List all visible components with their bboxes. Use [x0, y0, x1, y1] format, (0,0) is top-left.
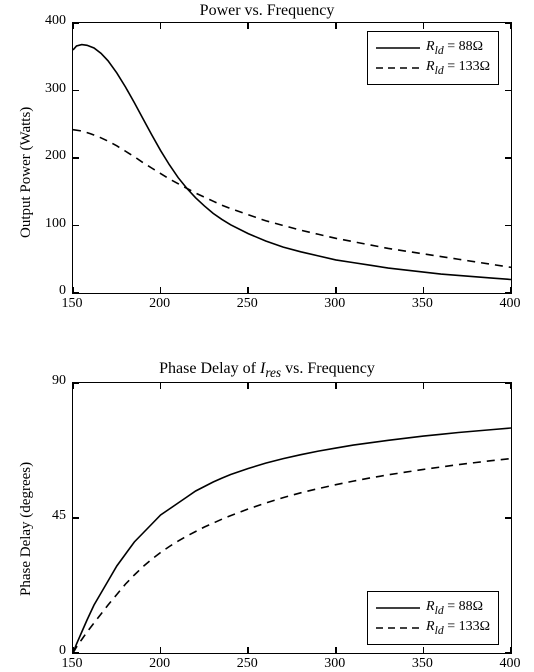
x-tick — [423, 383, 425, 389]
y-tick — [505, 517, 511, 519]
y-tick — [505, 225, 511, 227]
x-tick — [423, 647, 425, 653]
legend-item: Rld = 88Ω — [376, 598, 490, 618]
x-tick — [510, 287, 512, 293]
x-tick — [247, 647, 249, 653]
y-tick-label: 90 — [26, 373, 66, 389]
x-tick-label: 150 — [52, 656, 92, 672]
y-tick-label: 300 — [26, 81, 66, 97]
x-tick-label: 350 — [402, 656, 442, 672]
x-tick — [423, 23, 425, 29]
y-tick-label: 100 — [26, 216, 66, 232]
x-tick — [335, 287, 337, 293]
x-tick — [423, 287, 425, 293]
legend-swatch-solid — [376, 600, 420, 616]
y-tick — [73, 652, 79, 654]
top-title: Power vs. Frequency — [0, 2, 534, 20]
bottom-title: Phase Delay of Ires vs. Frequency — [0, 360, 534, 381]
x-tick — [160, 23, 162, 29]
top-plot-area: Rld = 88Ω Rld = 133Ω — [72, 22, 512, 294]
y-tick — [73, 157, 79, 159]
x-tick-label: 300 — [315, 656, 355, 672]
x-tick-label: 250 — [227, 296, 267, 312]
bottom-ylabel: Phase Delay (degrees) — [18, 462, 35, 596]
y-tick — [73, 225, 79, 227]
legend: Rld = 88Ω Rld = 133Ω — [367, 591, 499, 645]
bottom-plot-area: Rld = 88Ω Rld = 133Ω — [72, 382, 512, 654]
x-tick — [247, 23, 249, 29]
x-tick — [72, 23, 74, 29]
x-tick-label: 150 — [52, 296, 92, 312]
x-tick — [247, 287, 249, 293]
x-tick-label: 400 — [490, 296, 530, 312]
y-tick — [73, 292, 79, 294]
legend-label: Rld = 133Ω — [426, 619, 490, 637]
legend-item: Rld = 133Ω — [376, 58, 490, 78]
x-tick — [335, 23, 337, 29]
x-tick-label: 350 — [402, 296, 442, 312]
legend: Rld = 88Ω Rld = 133Ω — [367, 31, 499, 85]
x-tick — [160, 383, 162, 389]
x-tick — [510, 647, 512, 653]
legend-swatch-dashed — [376, 60, 420, 76]
legend-item: Rld = 133Ω — [376, 618, 490, 638]
y-tick — [73, 90, 79, 92]
x-tick — [510, 23, 512, 29]
x-tick — [160, 647, 162, 653]
x-tick-label: 250 — [227, 656, 267, 672]
x-tick — [72, 383, 74, 389]
y-tick — [73, 22, 79, 24]
y-tick-label: 200 — [26, 148, 66, 164]
x-tick — [72, 647, 74, 653]
x-tick — [335, 383, 337, 389]
legend-swatch-solid — [376, 40, 420, 56]
y-tick — [505, 157, 511, 159]
series-dashed — [73, 130, 511, 268]
x-tick-label: 300 — [315, 296, 355, 312]
legend-label: Rld = 88Ω — [426, 39, 483, 57]
legend-label: Rld = 88Ω — [426, 599, 483, 617]
x-tick — [335, 647, 337, 653]
figure: Power vs. Frequency Output Power (Watts)… — [0, 0, 534, 672]
legend-swatch-dashed — [376, 620, 420, 636]
x-tick-label: 200 — [140, 296, 180, 312]
x-tick — [72, 287, 74, 293]
legend-label: Rld = 133Ω — [426, 59, 490, 77]
legend-item: Rld = 88Ω — [376, 38, 490, 58]
y-tick-label: 45 — [26, 508, 66, 524]
x-tick — [510, 383, 512, 389]
y-tick — [73, 517, 79, 519]
x-tick — [160, 287, 162, 293]
y-tick-label: 400 — [26, 13, 66, 29]
x-tick — [247, 383, 249, 389]
y-tick — [505, 90, 511, 92]
x-tick-label: 400 — [490, 656, 530, 672]
x-tick-label: 200 — [140, 656, 180, 672]
y-tick — [73, 382, 79, 384]
